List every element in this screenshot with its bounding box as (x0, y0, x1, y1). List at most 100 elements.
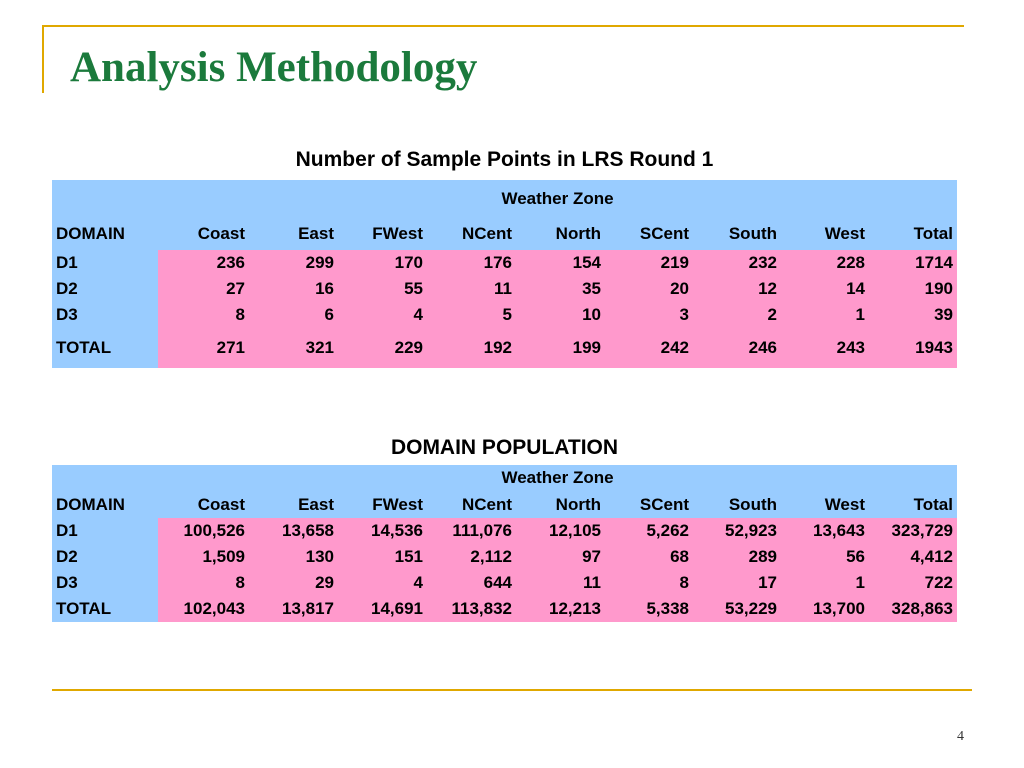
column-header: Coast (158, 217, 249, 250)
table-cell: 192 (427, 328, 516, 368)
table-cell: 16 (249, 276, 338, 302)
table-cell: 55 (338, 276, 427, 302)
table-cell: 12,213 (516, 596, 605, 622)
table-cell: 1943 (869, 328, 957, 368)
bottom-rule (52, 689, 972, 691)
table-cell: 328,863 (869, 596, 957, 622)
table-row: D2 1,509 130 151 2,112 97 68 289 56 4,41… (52, 544, 957, 570)
table-cell: 100,526 (158, 518, 249, 544)
zone-header-row: Weather Zone (52, 180, 957, 217)
table-cell: 243 (781, 328, 869, 368)
zone-header-row: Weather Zone (52, 465, 957, 491)
table-cell: 1714 (869, 250, 957, 276)
table-cell: 53,229 (693, 596, 781, 622)
weather-zone-header: Weather Zone (158, 465, 957, 491)
table-cell: 12 (693, 276, 781, 302)
column-header: Coast (158, 491, 249, 518)
page-number: 4 (957, 729, 964, 744)
table-cell: 2 (693, 302, 781, 328)
left-rule (42, 25, 44, 93)
table-cell: 644 (427, 570, 516, 596)
table-cell: 190 (869, 276, 957, 302)
domain-population-table: Weather Zone DOMAIN Coast East FWest NCe… (52, 465, 957, 622)
row-label: D3 (52, 302, 158, 328)
table-cell: 321 (249, 328, 338, 368)
column-header: NCent (427, 217, 516, 250)
table-cell: 229 (338, 328, 427, 368)
table-cell: 14,536 (338, 518, 427, 544)
table-cell: 130 (249, 544, 338, 570)
table-cell: 151 (338, 544, 427, 570)
column-header-row: DOMAIN Coast East FWest NCent North SCen… (52, 491, 957, 518)
column-header: East (249, 217, 338, 250)
column-header: South (693, 217, 781, 250)
column-header: FWest (338, 217, 427, 250)
table-row: D2 27 16 55 11 35 20 12 14 190 (52, 276, 957, 302)
table-cell: 5,262 (605, 518, 693, 544)
table-cell: 722 (869, 570, 957, 596)
table-row: D1 100,526 13,658 14,536 111,076 12,105 … (52, 518, 957, 544)
table-cell: 13,643 (781, 518, 869, 544)
table-cell: 1 (781, 302, 869, 328)
table-cell: 271 (158, 328, 249, 368)
table-cell: 12,105 (516, 518, 605, 544)
table-cell: 52,923 (693, 518, 781, 544)
table-cell: 11 (516, 570, 605, 596)
table-cell: 8 (605, 570, 693, 596)
column-header: Total (869, 217, 957, 250)
table-cell: 236 (158, 250, 249, 276)
column-header: South (693, 491, 781, 518)
table-cell: 323,729 (869, 518, 957, 544)
table-cell: 4 (338, 570, 427, 596)
weather-zone-header: Weather Zone (158, 180, 957, 217)
table-cell: 4,412 (869, 544, 957, 570)
table-row: D1 236 299 170 176 154 219 232 228 1714 (52, 250, 957, 276)
column-header: FWest (338, 491, 427, 518)
column-header: SCent (605, 491, 693, 518)
row-label: D1 (52, 250, 158, 276)
table-cell: 5,338 (605, 596, 693, 622)
table-cell: 35 (516, 276, 605, 302)
table-cell: 1 (781, 570, 869, 596)
table-cell: 176 (427, 250, 516, 276)
slide-title: Analysis Methodology (70, 44, 478, 91)
total-row: TOTAL 102,043 13,817 14,691 113,832 12,2… (52, 596, 957, 622)
table-cell: 2,112 (427, 544, 516, 570)
domain-population-caption: DOMAIN POPULATION (390, 436, 619, 459)
table-cell: 20 (605, 276, 693, 302)
column-header: North (516, 491, 605, 518)
table-cell: 1,509 (158, 544, 249, 570)
column-header: West (781, 217, 869, 250)
column-header: NCent (427, 491, 516, 518)
table-cell: 13,658 (249, 518, 338, 544)
row-label: D2 (52, 276, 158, 302)
table-cell: 13,700 (781, 596, 869, 622)
table-cell: 17 (693, 570, 781, 596)
table-cell: 29 (249, 570, 338, 596)
table-cell: 14,691 (338, 596, 427, 622)
row-label: TOTAL (52, 596, 158, 622)
column-header: DOMAIN (52, 491, 158, 518)
table-cell: 4 (338, 302, 427, 328)
table-cell: 8 (158, 570, 249, 596)
table-cell: 68 (605, 544, 693, 570)
table-cell: 6 (249, 302, 338, 328)
table-cell: 56 (781, 544, 869, 570)
table-cell: 14 (781, 276, 869, 302)
table-cell: 97 (516, 544, 605, 570)
total-row: TOTAL 271 321 229 192 199 242 246 243 19… (52, 328, 957, 368)
table-cell: 199 (516, 328, 605, 368)
table-cell: 232 (693, 250, 781, 276)
table-cell: 13,817 (249, 596, 338, 622)
table-row: D3 8 29 4 644 11 8 17 1 722 (52, 570, 957, 596)
column-header: West (781, 491, 869, 518)
column-header: DOMAIN (52, 217, 158, 250)
table-cell: 113,832 (427, 596, 516, 622)
row-label: D3 (52, 570, 158, 596)
table-cell: 11 (427, 276, 516, 302)
table-cell: 3 (605, 302, 693, 328)
table-cell: 39 (869, 302, 957, 328)
row-label: D2 (52, 544, 158, 570)
column-header: North (516, 217, 605, 250)
sample-points-table: Weather Zone DOMAIN Coast East FWest NCe… (52, 180, 957, 368)
